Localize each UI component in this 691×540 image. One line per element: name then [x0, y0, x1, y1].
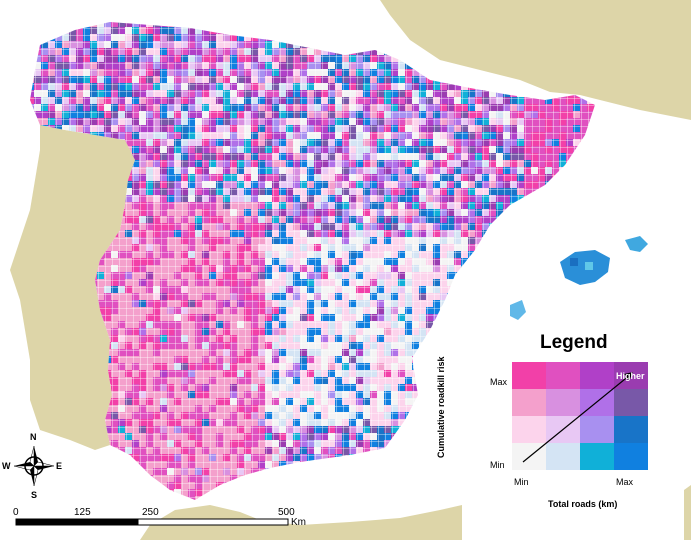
- legend-cell: [546, 389, 580, 416]
- scale-bar: [15, 518, 289, 526]
- legend-cell: [512, 416, 546, 443]
- legend-cell: [580, 443, 614, 470]
- legend-cell: [546, 443, 580, 470]
- legend-x-axis-label: Total roads (km): [548, 499, 618, 509]
- scale-tick-0: 0: [13, 507, 19, 518]
- legend-higher-label: Higher: [616, 371, 645, 381]
- legend-cell: [614, 416, 648, 443]
- scale-unit: Km: [291, 517, 306, 528]
- legend-cell: [580, 416, 614, 443]
- scale-tick-500: 500: [278, 507, 295, 518]
- legend-x-min: Min: [514, 477, 529, 487]
- compass-e: E: [56, 461, 63, 471]
- portugal-land: [10, 125, 135, 450]
- legend-y-axis-label: Cumulative roadkill risk: [436, 356, 446, 458]
- legend-cell: [546, 362, 580, 389]
- legend-cell: [512, 362, 546, 389]
- compass-n: N: [30, 432, 37, 442]
- legend-cell: [512, 389, 546, 416]
- legend-y-min: Min: [490, 460, 505, 470]
- africa-land: [140, 505, 462, 540]
- legend-cell: [614, 389, 648, 416]
- scale-tick-250: 250: [142, 507, 159, 518]
- legend-y-max: Max: [490, 377, 508, 387]
- legend-x-max: Max: [616, 477, 634, 487]
- compass-rose: [13, 445, 55, 487]
- legend-cell: [614, 443, 648, 470]
- compass-s: S: [31, 490, 38, 500]
- legend-cell: [580, 362, 614, 389]
- france-land: [380, 0, 691, 120]
- legend-title: Legend: [540, 332, 608, 353]
- compass-w: W: [2, 461, 11, 471]
- scale-tick-125: 125: [74, 507, 91, 518]
- africa-land-right: [684, 485, 691, 540]
